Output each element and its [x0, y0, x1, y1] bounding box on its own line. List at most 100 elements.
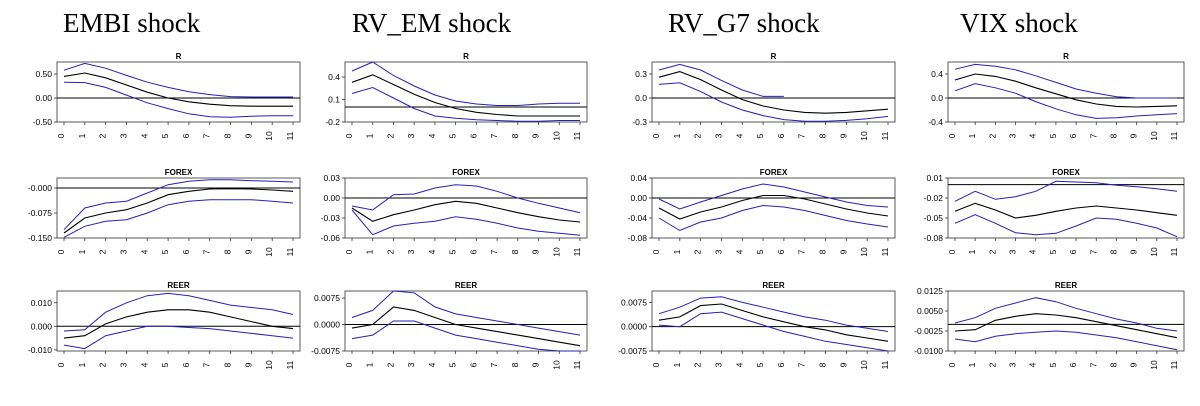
x-tick-label: 7 [202, 249, 212, 254]
x-tick-label: 11 [285, 131, 295, 140]
x-tick-label: 3 [406, 362, 416, 367]
y-tick-label: -0.0075 [311, 346, 340, 356]
x-tick-label: 6 [1068, 133, 1078, 138]
x-tick-label: 8 [510, 362, 520, 367]
x-tick-label: 1 [967, 362, 977, 367]
lower-band-line [954, 83, 1178, 119]
x-tick-label: 6 [776, 249, 786, 254]
panel-rv-g7-shock-reer: REER 0.0075 0.0000 -0.0075 0 1 2 3 4 5 6 7 8 9 10 11 [618, 281, 896, 370]
response-line [351, 200, 581, 223]
y-tick-label: -0.50 [33, 117, 53, 127]
plot-frame [56, 177, 301, 239]
y-tick-label: 0.0075 [621, 297, 647, 307]
x-tick-label: 5 [1048, 362, 1058, 367]
response-line [658, 194, 889, 220]
x-tick-label: 8 [818, 249, 828, 254]
response-line [63, 309, 294, 339]
x-tick-label: 6 [776, 133, 786, 138]
x-tick-label: 5 [448, 362, 458, 367]
x-tick-label: 7 [202, 133, 212, 138]
x-tick-label: 8 [510, 133, 520, 138]
column-title-vix: VIX shock [960, 8, 1078, 38]
panel-vix-shock-reer: REER 0.0125 0.0050 -0.0025 -0.0100 0 1 2 3 4 5 6 7 8 9… [914, 281, 1185, 370]
x-tick-label: 10 [1149, 360, 1159, 370]
x-tick-label: 1 [672, 133, 682, 138]
y-tick-label: 0.000 [31, 321, 53, 331]
x-tick-label: 4 [734, 133, 744, 138]
x-tick-label: 0 [344, 362, 354, 367]
x-tick-label: 3 [406, 249, 416, 254]
x-tick-label: 2 [385, 249, 395, 254]
panel-title: R [1063, 52, 1069, 61]
x-tick-label: 10 [859, 247, 869, 257]
x-tick-label: 3 [406, 133, 416, 138]
upper-band-line [63, 292, 294, 332]
plot-frame [651, 61, 896, 123]
x-tick-label: 6 [181, 249, 191, 254]
x-tick-label: 6 [1068, 249, 1078, 254]
panel-rv-em-shock-r: R 0.4 0.1 -0.2 0 1 2 3 4 5 6 7 8 9 10 11 [325, 52, 588, 141]
y-tick-label: 0.04 [630, 173, 647, 183]
x-tick-label: 0 [344, 249, 354, 254]
column-title-rv-em: RV_EM shock [352, 8, 512, 38]
x-tick-label: 8 [1108, 362, 1118, 367]
x-tick-label: 10 [859, 360, 869, 370]
response-line [658, 303, 889, 342]
y-tick-label: 0.0 [931, 93, 943, 103]
x-tick-label: 7 [797, 362, 807, 367]
x-tick-label: 1 [365, 249, 375, 254]
panel-title: FOREX [452, 168, 480, 177]
lower-band-line [658, 204, 889, 232]
x-tick-label: 8 [223, 133, 233, 138]
x-tick-label: 2 [693, 249, 703, 254]
response-line [63, 72, 293, 107]
x-tick-label: 2 [693, 362, 703, 367]
x-tick-label: 6 [1068, 362, 1078, 367]
x-tick-label: 5 [1048, 133, 1058, 138]
x-tick-label: 8 [1108, 249, 1118, 254]
x-tick-label: 10 [264, 131, 274, 141]
panel-title: FOREX [165, 168, 193, 177]
plot-frame [344, 290, 588, 352]
plot-frame [947, 290, 1185, 352]
y-tick-label: 0.01 [926, 173, 943, 183]
panel-title: REER [455, 281, 477, 290]
x-tick-label: 11 [1169, 360, 1179, 369]
panel-title: FOREX [760, 168, 788, 177]
response-line [954, 202, 1178, 219]
response-line [351, 74, 580, 117]
x-tick-label: 9 [1129, 133, 1139, 138]
panel-vix-shock-r: R 0.4 0.0 -0.4 0 1 2 3 4 5 6 7 8 9 10 11 [928, 52, 1185, 141]
panel-embi-shock-r: R 0.50 0.00 -0.50 0 1 2 3 4 5 6 7 8 9 10 11 [33, 52, 301, 141]
x-tick-label: 3 [118, 362, 128, 367]
panel-rv-em-shock-forex: FOREX 0.03 0.00 -0.03 -0.06 0 1 2 3 4 5 6 7 8 9 10 11 [321, 168, 588, 257]
x-tick-label: 8 [818, 133, 828, 138]
panel-rv-g7-shock-forex: FOREX 0.04 0.00 -0.04 -0.08 0 1 2 3 4 5 6 7 8 9 10 11 [628, 168, 896, 257]
y-tick-label: 0.0 [635, 93, 647, 103]
y-tick-label: -0.0025 [914, 326, 943, 336]
x-tick-label: 2 [385, 133, 395, 138]
x-tick-label: 10 [264, 360, 274, 370]
x-tick-label: 3 [1008, 249, 1018, 254]
y-tick-label: -0.3 [632, 117, 647, 127]
x-tick-label: 4 [139, 362, 149, 367]
panel-embi-shock-forex: FOREX -0.000 -0.075 -0.150 0 1 2 3 4 5 6 7 8 9 10 11 [28, 168, 301, 257]
y-tick-label: -0.03 [321, 213, 341, 223]
y-tick-label: 0.00 [35, 93, 52, 103]
lower-band-line [63, 81, 293, 118]
x-tick-label: 10 [551, 360, 561, 370]
panel-vix-shock-forex: FOREX 0.01 -0.02 -0.05 -0.08 0 1 2 3 4 5 6 7 8 9 10 11 [924, 168, 1185, 257]
x-tick-label: 11 [880, 131, 890, 140]
y-tick-label: 0.0000 [314, 320, 340, 330]
x-tick-label: 0 [947, 362, 957, 367]
x-tick-label: 4 [139, 249, 149, 254]
x-tick-label: 9 [1129, 249, 1139, 254]
lower-band-line [63, 325, 294, 350]
x-tick-label: 10 [1149, 131, 1159, 141]
panel-title: FOREX [1052, 168, 1080, 177]
response-line [658, 71, 889, 114]
panel-title: REER [167, 281, 189, 290]
x-tick-label: 2 [693, 133, 703, 138]
